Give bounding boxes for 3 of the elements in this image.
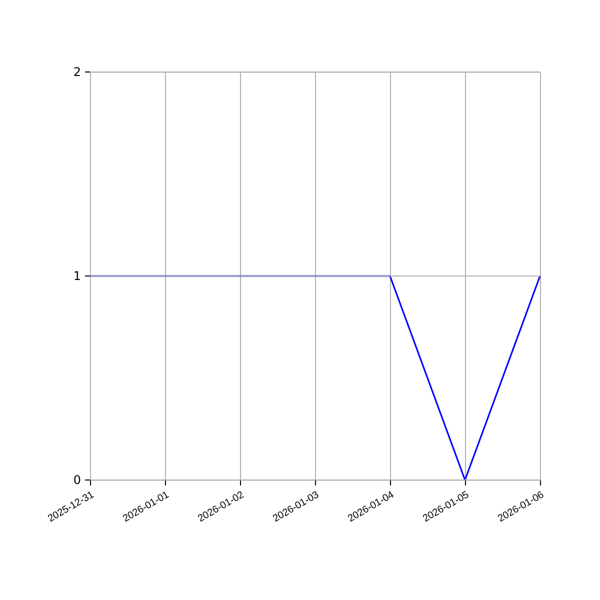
y-tick-label: 0 — [73, 473, 81, 487]
y-tick-label: 1 — [73, 269, 81, 283]
y-tick-label: 2 — [73, 65, 81, 79]
